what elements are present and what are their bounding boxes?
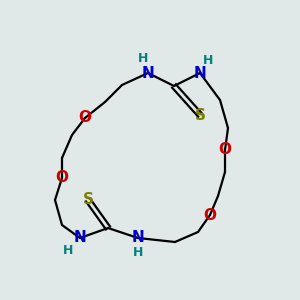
Text: N: N	[74, 230, 86, 245]
Text: O: O	[56, 170, 68, 185]
Text: H: H	[63, 244, 73, 257]
Text: H: H	[203, 55, 213, 68]
Text: H: H	[138, 52, 148, 65]
Text: N: N	[194, 65, 206, 80]
Text: O: O	[79, 110, 92, 125]
Text: N: N	[132, 230, 144, 245]
Text: O: O	[203, 208, 217, 223]
Text: S: S	[194, 107, 206, 122]
Text: N: N	[142, 65, 154, 80]
Text: S: S	[82, 193, 94, 208]
Text: O: O	[218, 142, 232, 158]
Text: H: H	[133, 247, 143, 260]
